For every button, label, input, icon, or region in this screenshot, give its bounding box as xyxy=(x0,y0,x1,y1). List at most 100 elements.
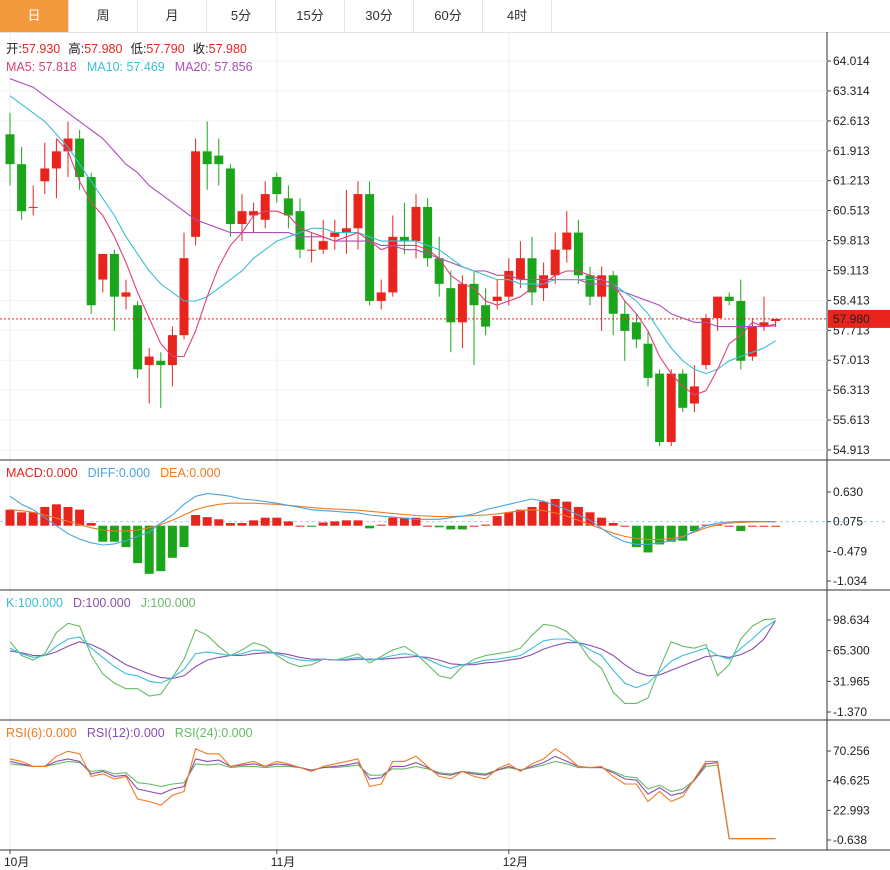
tab-3[interactable]: 5分 xyxy=(207,0,276,32)
rsi-axis-tick-label-0: 70.256 xyxy=(833,744,870,758)
candle-body-10 xyxy=(121,292,131,297)
candle-body-2 xyxy=(28,206,38,208)
price-axis-tick-label-10: 57.013 xyxy=(833,353,870,367)
candle-body-3 xyxy=(40,168,50,182)
macd-bar-24 xyxy=(283,521,293,526)
candle-body-40 xyxy=(469,283,479,306)
macd-axis-tick-label-1: 0.075 xyxy=(833,515,863,529)
tab-5[interactable]: 30分 xyxy=(345,0,414,32)
macd-axis-tick-label-2: -0.479 xyxy=(833,544,867,558)
rsi12-line xyxy=(9,755,776,840)
macd-bar-20 xyxy=(237,523,247,526)
tab-6[interactable]: 60分 xyxy=(414,0,483,32)
candle-body-45 xyxy=(527,258,537,293)
macd-bar-50 xyxy=(585,512,595,526)
macd-bar-25 xyxy=(295,525,305,527)
ma5-line xyxy=(55,138,776,396)
macd-bar-46 xyxy=(539,501,549,526)
j-line xyxy=(9,618,776,704)
kdj-axis-tick-label-3: -1.370 xyxy=(833,705,867,719)
macd-bar-51 xyxy=(597,517,607,526)
candle-body-18 xyxy=(214,155,224,165)
candle-body-47 xyxy=(550,249,560,276)
macd-bar-13 xyxy=(156,525,166,572)
candle-body-8 xyxy=(98,253,108,280)
macd-bar-54 xyxy=(631,525,641,548)
macd-bar-57 xyxy=(666,525,676,542)
candle-body-17 xyxy=(202,151,212,165)
candle-body-43 xyxy=(504,271,514,297)
rsi6-line xyxy=(9,748,776,840)
macd-bar-3 xyxy=(40,506,50,526)
tab-0[interactable]: 日 xyxy=(0,0,69,32)
candle-body-66 xyxy=(771,318,781,322)
macd-axis-tick-label-3: -1.034 xyxy=(833,574,867,588)
candle-body-33 xyxy=(388,236,398,293)
macd-bar-31 xyxy=(365,525,375,529)
macd-bar-65 xyxy=(759,525,769,527)
tab-7[interactable]: 4时 xyxy=(483,0,552,32)
diff-line xyxy=(9,493,776,546)
macd-bar-40 xyxy=(469,525,479,527)
candle-body-64 xyxy=(747,326,757,357)
macd-bar-1 xyxy=(17,512,27,526)
x-tick-label-0: 10月 xyxy=(4,855,29,869)
candle-body-44 xyxy=(515,258,525,280)
macd-bar-48 xyxy=(562,501,572,526)
dea-line xyxy=(9,502,776,541)
candle-body-26 xyxy=(307,249,317,251)
candle-body-61 xyxy=(713,296,723,319)
macd-bar-17 xyxy=(202,517,212,526)
macd-bar-41 xyxy=(481,524,491,526)
candle-body-1 xyxy=(17,164,27,212)
candle-body-58 xyxy=(678,373,688,408)
tab-4[interactable]: 15分 xyxy=(276,0,345,32)
tab-2[interactable]: 月 xyxy=(138,0,207,32)
current-price-label: 57.980 xyxy=(833,312,870,326)
candle-body-21 xyxy=(249,211,259,216)
macd-bar-22 xyxy=(260,517,270,526)
rsi-axis-tick-label-3: -0.638 xyxy=(833,833,867,847)
macd-bar-53 xyxy=(620,525,630,527)
tab-1[interactable]: 周 xyxy=(69,0,138,32)
candle-body-0 xyxy=(5,134,15,165)
candle-body-27 xyxy=(318,241,328,250)
price-axis-tick-label-1: 63.314 xyxy=(833,84,870,98)
price-axis-tick-label-2: 62.613 xyxy=(833,114,870,128)
macd-bar-4 xyxy=(51,504,61,526)
candle-body-13 xyxy=(156,360,166,366)
price-axis-tick-label-13: 54.913 xyxy=(833,443,870,457)
candle-body-41 xyxy=(481,305,491,327)
price-axis-tick-label-7: 59.113 xyxy=(833,263,869,277)
candle-body-57 xyxy=(666,373,676,443)
candle-body-56 xyxy=(655,373,665,443)
macd-bar-26 xyxy=(307,525,317,527)
macd-bar-5 xyxy=(63,506,73,526)
macd-bar-47 xyxy=(550,498,560,526)
candle-body-4 xyxy=(51,151,61,169)
macd-bar-27 xyxy=(318,522,328,526)
candle-body-52 xyxy=(608,275,618,314)
macd-bar-45 xyxy=(527,506,537,526)
candle-body-62 xyxy=(724,296,734,301)
price-axis-tick-label-4: 61.213 xyxy=(833,174,870,188)
candle-body-29 xyxy=(341,228,351,233)
candle-body-49 xyxy=(573,232,583,276)
macd-bar-56 xyxy=(655,525,665,545)
rsi24-line xyxy=(9,760,776,840)
price-axis-tick-label-3: 61.913 xyxy=(833,144,870,158)
x-tick-label-1: 11月 xyxy=(271,855,295,869)
ohlc-info: 开:57.930 高:57.980 低:57.790 收:57.980 xyxy=(6,41,247,56)
macd-axis-tick-label-0: 0.630 xyxy=(833,485,863,499)
macd-bar-33 xyxy=(388,517,398,526)
macd-bar-23 xyxy=(272,517,282,526)
macd-bar-30 xyxy=(353,520,363,526)
macd-bar-18 xyxy=(214,519,224,526)
macd-bar-44 xyxy=(515,509,525,526)
macd-info: MACD:0.000 DIFF:0.000 DEA:0.000 xyxy=(6,466,221,480)
candle-body-28 xyxy=(330,232,340,237)
current-price-badge xyxy=(828,309,890,328)
candle-body-46 xyxy=(539,275,549,289)
macd-bar-49 xyxy=(573,506,583,526)
ma-info: MA5: 57.818 MA10: 57.469 MA20: 57.856 xyxy=(6,60,253,74)
